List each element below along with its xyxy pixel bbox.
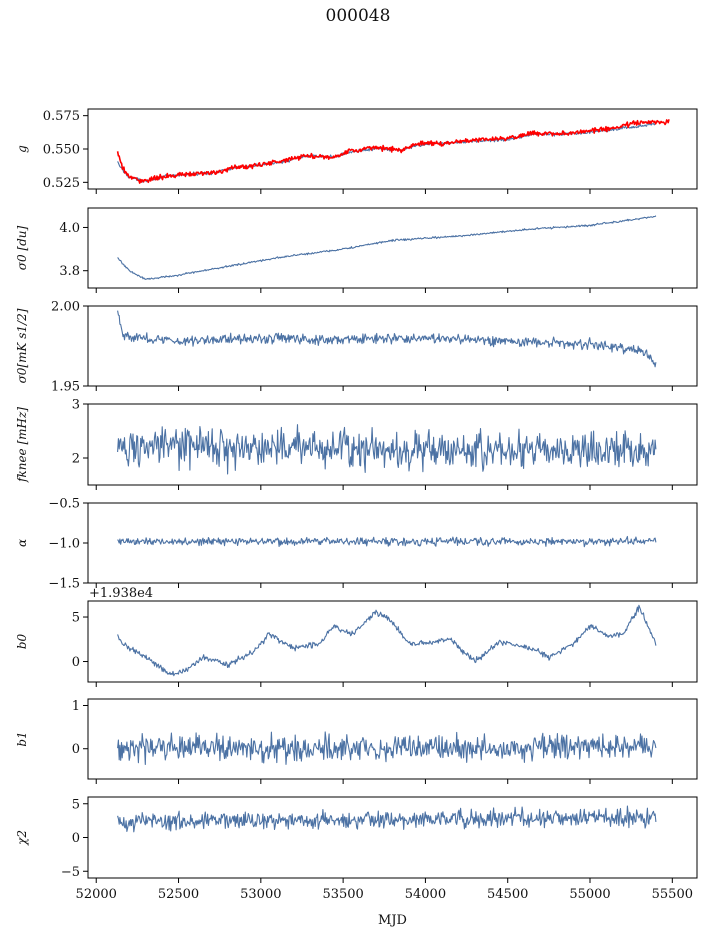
x-tick-label: 54500 xyxy=(487,887,528,902)
panel-5: −1.5 −1.0 −0.5 α xyxy=(15,497,698,592)
axes-frame xyxy=(87,403,698,486)
y-tick-label: −1.5 xyxy=(48,577,80,592)
panel-8: −5 0 5 52000 52500 53000 53500 54000 54500 55000 5… xyxy=(15,796,698,902)
y-tick-label: 4.0 xyxy=(59,221,80,236)
y-axis-label: χ2 xyxy=(15,830,29,846)
y-axis-label: b0 xyxy=(15,633,29,649)
y-axis-label: fknee [mHz] xyxy=(15,407,29,483)
y-tick-label: 3.8 xyxy=(59,264,80,279)
y-tick-label: 3 xyxy=(72,398,80,413)
y-tick-label: 2 xyxy=(72,452,80,467)
x-tick-label: 55500 xyxy=(652,887,693,902)
x-tick-label: 53000 xyxy=(240,887,281,902)
y-tick-label: 1.95 xyxy=(51,380,80,395)
y-tick-label: 0.525 xyxy=(43,176,80,191)
x-tick-label: 55000 xyxy=(569,887,610,902)
series-line xyxy=(117,310,657,368)
series-line xyxy=(117,731,657,766)
series-line xyxy=(117,604,657,677)
y-tick-label: 1 xyxy=(72,699,80,714)
axes-frame xyxy=(87,305,698,387)
offset-text: +1.938e4 xyxy=(89,586,153,601)
x-tick-label: 54000 xyxy=(405,887,446,902)
panel-4: 2 3 fknee [mHz] xyxy=(15,398,698,490)
panel-2: 3.8 4.0 σ0 [du] xyxy=(15,207,698,293)
series-line xyxy=(117,535,657,548)
y-tick-label: 0 xyxy=(72,742,80,757)
panel-7: 0 1 b1 xyxy=(15,698,698,784)
axes-frame xyxy=(87,207,698,289)
panel-3: 1.95 2.00 σ0[mK s1/2] xyxy=(15,300,698,395)
axes-frame xyxy=(87,698,698,780)
y-tick-label: 0.550 xyxy=(43,143,80,158)
y-axis-label: α xyxy=(15,539,29,547)
y-tick-label: 0 xyxy=(72,831,80,846)
x-tick-label: 53500 xyxy=(322,887,363,902)
y-tick-label: 5 xyxy=(72,611,80,626)
y-axis-label: b1 xyxy=(15,731,29,746)
y-tick-label: 0.575 xyxy=(43,109,80,124)
axes-frame xyxy=(87,600,698,683)
y-tick-label: 5 xyxy=(72,797,80,812)
y-tick-label: 0 xyxy=(72,655,80,670)
y-tick-label: 2.00 xyxy=(51,300,80,315)
figure-title: 000048 xyxy=(325,6,391,26)
series-line xyxy=(117,215,657,280)
y-axis-label: g xyxy=(15,145,29,153)
y-tick-label: −1.0 xyxy=(48,537,80,552)
y-tick-label: −5 xyxy=(61,865,80,880)
x-tick-label: 52500 xyxy=(158,887,199,902)
x-axis-label: MJD xyxy=(378,913,407,928)
y-tick-label: −0.5 xyxy=(48,497,80,512)
panel-6: 0 5 +1.938e4 b0 xyxy=(15,586,698,687)
y-axis-label: σ0 [du] xyxy=(15,225,29,270)
panel-1: 0.525 0.550 0.575 g xyxy=(15,108,698,194)
y-axis-label: σ0[mK s1/2] xyxy=(15,308,29,383)
x-tick-label: 52000 xyxy=(76,887,117,902)
series-line xyxy=(117,424,657,475)
series-line xyxy=(116,119,670,184)
series-line xyxy=(117,805,657,833)
